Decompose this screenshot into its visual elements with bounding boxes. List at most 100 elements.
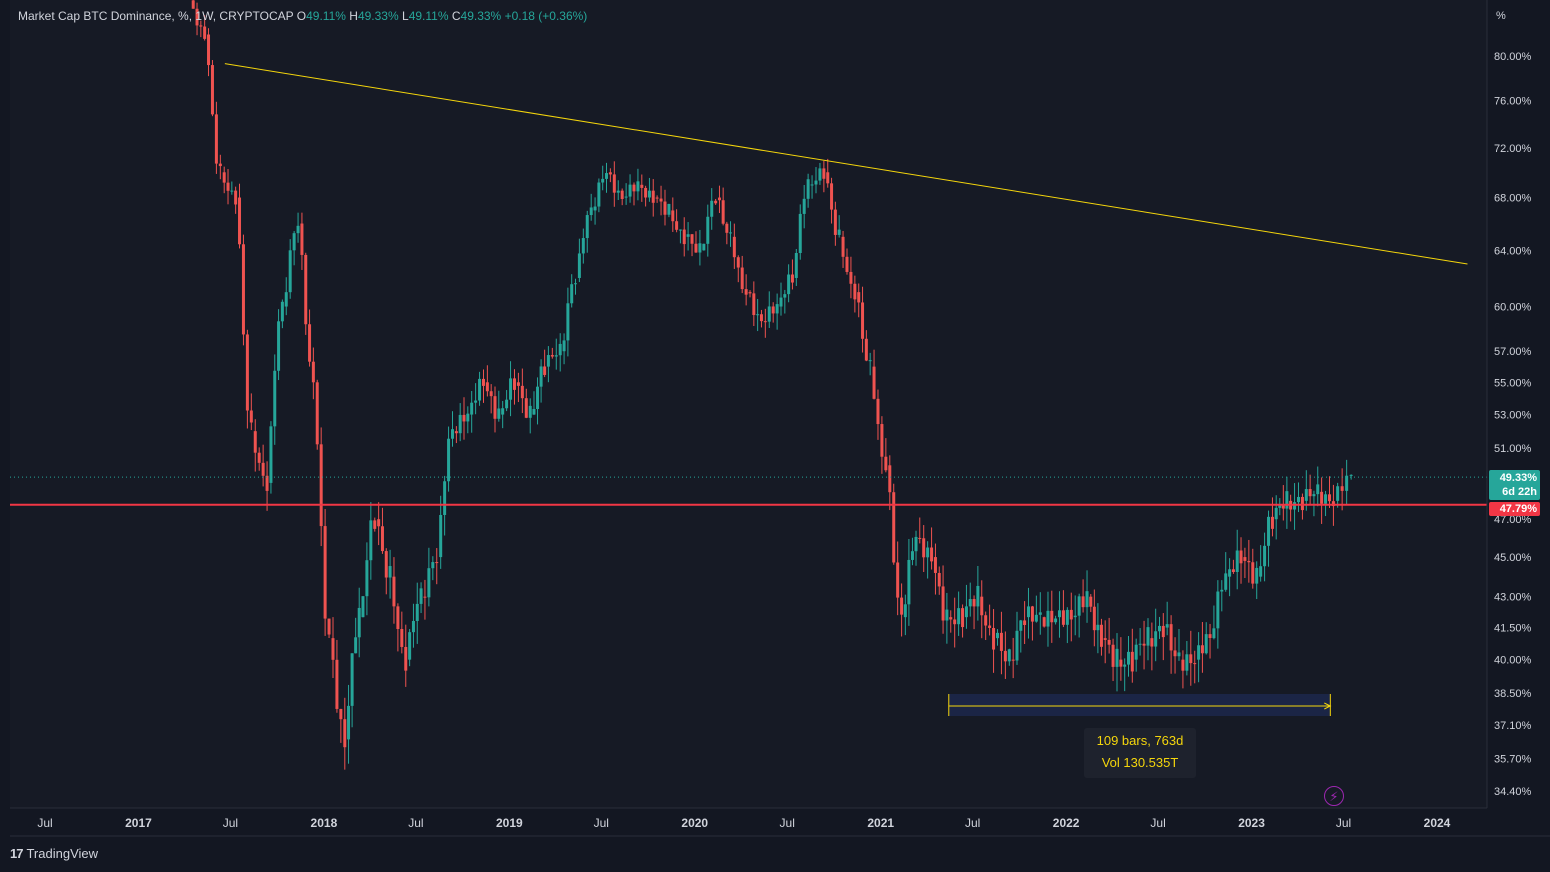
time-tick-label: 2018 bbox=[311, 816, 338, 830]
candle-body bbox=[1263, 545, 1267, 567]
candle-body bbox=[933, 557, 937, 573]
candle-body bbox=[1189, 654, 1193, 664]
candle-body bbox=[589, 207, 593, 216]
date-range-volume: Vol 130.535T bbox=[1101, 755, 1179, 770]
candle-body bbox=[570, 284, 574, 304]
candle-body bbox=[451, 429, 455, 439]
candle-body bbox=[404, 646, 408, 671]
candle-body bbox=[585, 215, 589, 239]
candle-body bbox=[528, 405, 532, 418]
time-tick-label: Jul bbox=[408, 816, 423, 830]
date-range-arrowhead bbox=[1324, 702, 1332, 710]
candle-body bbox=[1281, 504, 1285, 509]
candle-body bbox=[880, 424, 884, 457]
candle-body bbox=[377, 519, 381, 527]
candle-body bbox=[725, 223, 729, 233]
candle-body bbox=[284, 292, 288, 307]
candle-body bbox=[280, 301, 284, 322]
candle-body bbox=[269, 426, 273, 483]
candle-body bbox=[1243, 557, 1247, 561]
candle-body bbox=[698, 243, 702, 253]
time-tick-label: Jul bbox=[37, 816, 52, 830]
candle-body bbox=[636, 181, 640, 192]
candle-body bbox=[1011, 659, 1015, 661]
bar-countdown: 6d 22h bbox=[1502, 486, 1537, 498]
candle-body bbox=[992, 627, 996, 650]
candle-body bbox=[214, 114, 218, 164]
candle-body bbox=[896, 562, 900, 598]
candle-body bbox=[536, 386, 540, 410]
time-tick-label: Jul bbox=[594, 816, 609, 830]
candle-body bbox=[910, 551, 914, 560]
candle-body bbox=[930, 547, 934, 562]
candle-body bbox=[756, 314, 760, 316]
candle-body bbox=[837, 229, 841, 235]
candle-body bbox=[644, 187, 648, 198]
last-price-tag: 49.33% 6d 22h bbox=[1489, 470, 1540, 500]
price-tick-label: 38.50% bbox=[1494, 688, 1532, 700]
legend-open-value: 49.11% bbox=[306, 9, 346, 23]
time-tick-label: Jul bbox=[223, 816, 238, 830]
candle-body bbox=[767, 306, 771, 322]
price-tick-label: 41.50% bbox=[1494, 623, 1532, 635]
candle-body bbox=[458, 414, 462, 434]
candle-body bbox=[922, 538, 926, 558]
candle-body bbox=[849, 271, 853, 284]
candle-body bbox=[759, 314, 763, 322]
candle-body bbox=[489, 391, 493, 397]
candle-body bbox=[1038, 612, 1042, 615]
candle-body bbox=[1034, 614, 1038, 622]
candle-body bbox=[651, 190, 655, 203]
candle-body bbox=[1197, 645, 1201, 660]
candle-body bbox=[350, 653, 354, 706]
candle-body bbox=[562, 340, 566, 352]
candle-body bbox=[577, 253, 581, 278]
candle-body bbox=[794, 253, 798, 278]
candle-body bbox=[608, 172, 612, 175]
candle-body bbox=[1026, 606, 1030, 618]
candle-body bbox=[702, 243, 706, 251]
candle-body bbox=[1239, 550, 1243, 564]
candle-body bbox=[1054, 618, 1058, 623]
candle-body bbox=[1324, 494, 1328, 504]
candle-body bbox=[392, 576, 396, 607]
chart-plot-area[interactable] bbox=[10, 0, 1487, 808]
candle-body bbox=[427, 568, 431, 598]
candle-body bbox=[369, 520, 373, 561]
candle-body bbox=[273, 370, 277, 427]
candle-body bbox=[1173, 650, 1177, 657]
candle-body bbox=[532, 409, 536, 415]
candle-body bbox=[814, 180, 818, 185]
candle-body bbox=[1327, 494, 1331, 502]
candle-body bbox=[226, 182, 230, 191]
candle-body bbox=[501, 408, 505, 415]
candle-body bbox=[593, 206, 597, 211]
candle-body bbox=[462, 414, 466, 422]
candle-body bbox=[319, 444, 323, 527]
candle-body bbox=[659, 198, 663, 202]
candle-body bbox=[1247, 560, 1251, 563]
candle-body bbox=[1216, 591, 1220, 629]
price-tick-label: 60.00% bbox=[1494, 302, 1532, 314]
candle-body bbox=[339, 708, 343, 720]
candle-body bbox=[1185, 654, 1189, 671]
candle-body bbox=[632, 184, 636, 192]
candle-body bbox=[415, 603, 419, 621]
candle-body bbox=[466, 413, 470, 422]
candle-body bbox=[647, 190, 651, 198]
price-tick-label: 72.00% bbox=[1494, 143, 1532, 155]
lightning-icon[interactable]: ⚡ bbox=[1324, 786, 1344, 806]
candle-body bbox=[810, 184, 814, 186]
candle-body bbox=[1231, 569, 1235, 572]
candle-body bbox=[729, 232, 733, 234]
price-tick-label: 68.00% bbox=[1494, 193, 1532, 205]
tradingview-branding[interactable]: 17 TradingView bbox=[10, 846, 98, 861]
candle-body bbox=[238, 197, 242, 245]
candle-body bbox=[546, 355, 550, 367]
candle-body bbox=[408, 632, 412, 660]
candle-body bbox=[937, 572, 941, 587]
candle-body bbox=[1111, 644, 1115, 667]
candle-body bbox=[222, 172, 226, 183]
